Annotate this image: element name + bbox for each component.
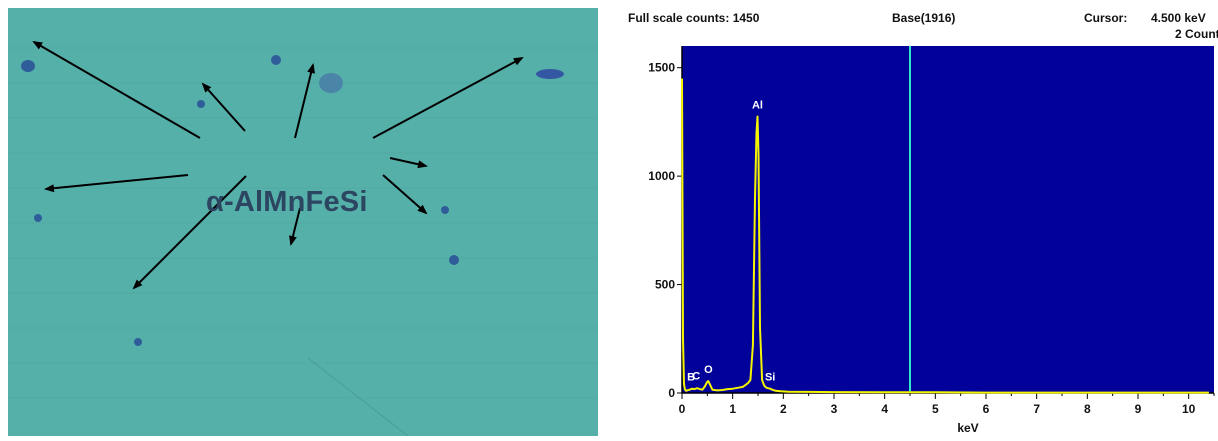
y-tick-label: 1500 — [648, 61, 675, 75]
peak-label-b: B — [687, 372, 695, 384]
phase-label: α-AlMnFeSi — [206, 186, 368, 218]
x-tick-label: 10 — [1182, 402, 1196, 416]
arrow — [44, 174, 189, 193]
intermetallic-particles — [21, 55, 564, 346]
x-tick-label: 5 — [932, 402, 939, 416]
peak-labels: BCO Al Si — [687, 99, 775, 383]
x-tick-label: 7 — [1033, 402, 1040, 416]
spectrum-line — [681, 78, 1209, 394]
indicator-arrows — [32, 40, 524, 290]
arrow — [372, 57, 524, 139]
plot-background — [682, 46, 1214, 393]
y-axis: 0 500 1000 1500 — [648, 46, 683, 400]
cursor-value: 4.500 keV — [1151, 11, 1206, 25]
x-tick-label: 4 — [881, 402, 888, 416]
x-axis: 0 1 2 3 4 5 6 7 8 9 10 — [679, 392, 1215, 416]
cursor-label: Cursor: — [1084, 11, 1128, 25]
micrograph-background — [8, 8, 598, 436]
eds-spectrum-panel: Full scale counts: 1450 Base(1916) Curso… — [622, 0, 1218, 436]
arrow — [132, 175, 247, 290]
base-label: Base(1916) — [892, 11, 956, 25]
eds-chart: 0 500 1000 1500 0 1 2 3 4 5 6 7 8 9 10 BCO Al Si keV — [648, 46, 1215, 435]
y-tick-label: 1000 — [648, 169, 675, 183]
cursor-counts: 2 Counts — [1175, 27, 1218, 41]
x-tick-label: 1 — [729, 402, 736, 416]
x-tick-label: 3 — [831, 402, 838, 416]
arrow — [201, 82, 246, 132]
arrow — [382, 174, 428, 215]
micrograph-image — [8, 8, 598, 437]
peak-label-c: C — [692, 371, 700, 383]
peak-label-si: Si — [765, 372, 775, 384]
full-scale-counts: Full scale counts: 1450 — [628, 11, 760, 25]
x-tick-label: 8 — [1084, 402, 1091, 416]
x-tick-label: 2 — [780, 402, 787, 416]
x-tick-label: 0 — [679, 402, 686, 416]
y-tick-label: 500 — [655, 278, 675, 292]
arrow — [389, 157, 428, 169]
micrograph-panel: α-AlMnFeSi — [8, 8, 598, 437]
x-tick-label: 9 — [1135, 402, 1142, 416]
arrow — [294, 63, 315, 139]
x-axis-title: keV — [957, 421, 978, 435]
peak-label-o: O — [704, 364, 713, 376]
arrow — [32, 40, 201, 139]
arrow — [289, 207, 301, 246]
peak-label-al: Al — [752, 99, 763, 111]
y-tick-label: 0 — [668, 386, 675, 400]
x-tick-label: 6 — [983, 402, 990, 416]
